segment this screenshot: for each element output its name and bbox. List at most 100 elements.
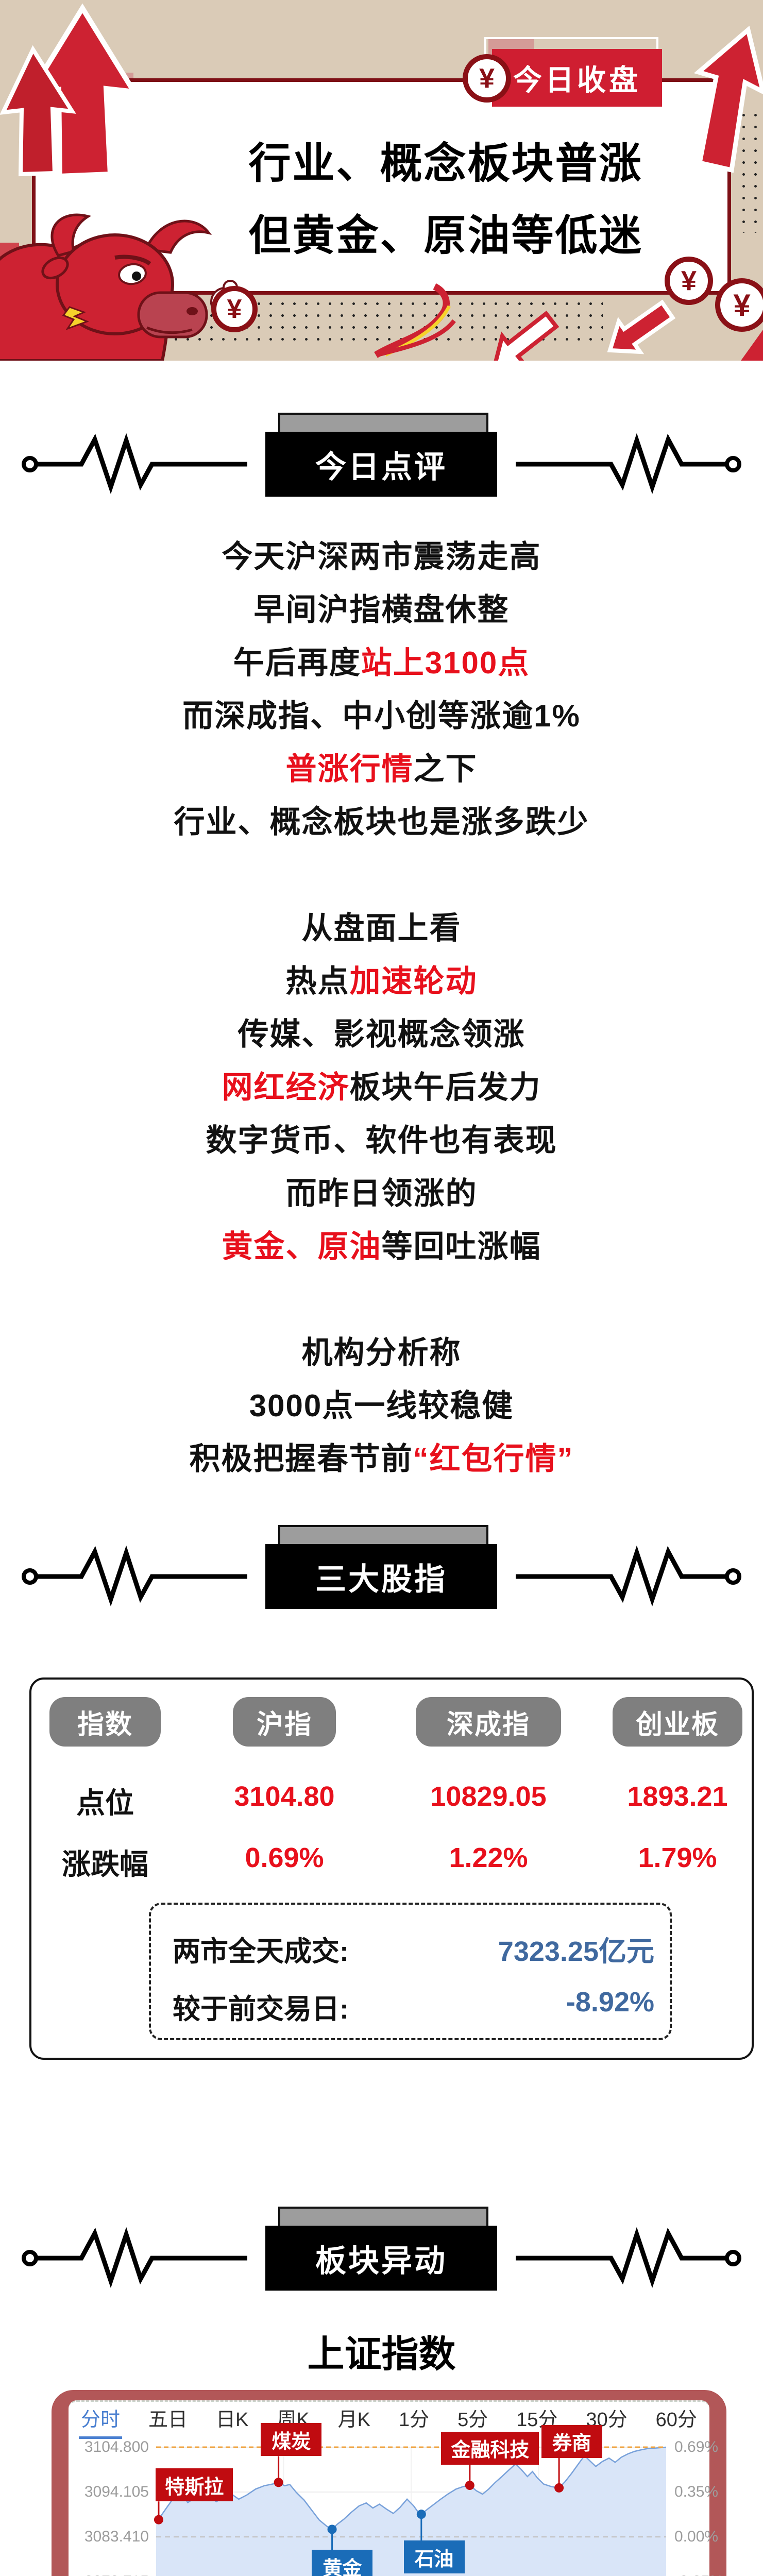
commentary-text-segment: 板块午后发力 xyxy=(349,1070,541,1105)
commentary-text-segment: 黄金、原油 xyxy=(222,1229,382,1264)
section-header-indexes: 三大股指 xyxy=(0,1512,763,1620)
sector-annotation-券商: 券商 xyxy=(541,2425,602,2458)
sector-annotation-煤炭: 煤炭 xyxy=(261,2423,322,2456)
tab-分时[interactable]: 分时 xyxy=(79,2403,123,2439)
commentary-text-segment: 而昨日领涨的 xyxy=(285,1176,478,1211)
column-header: 创业板 xyxy=(613,1697,742,1747)
commentary-text-segment: 站上3100点 xyxy=(361,646,530,680)
commentary-line: 热点 加速轮动 xyxy=(0,952,763,1005)
commentary-line: 午后再度 站上3100点 xyxy=(0,634,763,687)
commentary-lines: 今天沪深两市震荡走高 早间沪指横盘休整 午后再度 站上3100点 而深成指、中小创等涨逾… xyxy=(0,528,763,1483)
yen-coin-icon: ¥ xyxy=(463,54,511,103)
commentary-line: 数字货币、软件也有表现 xyxy=(0,1111,763,1164)
commentary-text-segment: 加速轮动 xyxy=(349,964,478,998)
bull-illustration xyxy=(0,213,248,361)
header-title: 三大股指 xyxy=(265,1544,497,1609)
sector-annotation-黄金: 黄金 xyxy=(312,2550,373,2576)
turnover-label: 两市全天成交: xyxy=(173,1936,349,1967)
tab-日K[interactable]: 日K xyxy=(215,2409,249,2431)
index-value: 0.69% xyxy=(245,1842,324,1873)
section-header-sector: 板块异动 xyxy=(0,2193,763,2301)
commentary-text-segment: 午后再度 xyxy=(233,646,361,680)
header-title: 今日点评 xyxy=(265,432,497,497)
y-axis-right: 0.69%0.35%0.00%-0.35%-0.69% xyxy=(674,2439,723,2576)
commentary-text-segment: 今天沪深两市震荡走高 xyxy=(222,539,541,574)
y-tick-label: 0.69% xyxy=(674,2438,719,2455)
commentary-line: 传媒、影视概念领涨 xyxy=(0,1005,763,1058)
row-label: 点位 xyxy=(76,1787,134,1819)
closing-badge: 今日收盘 xyxy=(492,49,662,107)
column-header: 深成指 xyxy=(416,1697,561,1747)
commentary-line: 积极把握春节前 “红包行情” xyxy=(0,1430,763,1483)
chart-title-shanghai: 上证指数 xyxy=(307,2334,456,2375)
commentary-line: 从盘面上看 xyxy=(0,899,763,952)
tab-1分[interactable]: 1分 xyxy=(398,2409,430,2431)
wire-zigzag-icon xyxy=(516,2227,741,2289)
line-gap xyxy=(0,1270,763,1324)
tab-60分[interactable]: 60分 xyxy=(655,2409,697,2431)
commentary-text-segment: 3000点一线较稳健 xyxy=(249,1388,514,1423)
commentary-text-segment: 数字货币、软件也有表现 xyxy=(206,1123,557,1158)
commentary-text-segment: 行业、概念板块也是涨多跌少 xyxy=(174,805,589,839)
wire-zigzag-icon xyxy=(22,2227,247,2289)
commentary-line: 而深成指、中小创等涨逾1% xyxy=(0,687,763,740)
yen-coin-icon: ¥ xyxy=(715,278,763,332)
line-gap xyxy=(0,846,763,899)
sector-annotation-石油: 石油 xyxy=(403,2540,465,2574)
commentary-line: 黄金、原油 等回吐涨幅 xyxy=(0,1217,763,1270)
section-header-commentary: 今日点评 xyxy=(0,399,763,507)
sector-annotation-金融科技: 金融科技 xyxy=(441,2431,539,2465)
y-tick-label: 3094.105 xyxy=(84,2483,149,2500)
tab-五日[interactable]: 五日 xyxy=(148,2409,188,2431)
commentary-line: 而昨日领涨的 xyxy=(0,1164,763,1217)
y-tick-label: -0.35% xyxy=(674,2573,723,2576)
index-value: 10829.05 xyxy=(430,1781,547,1812)
commentary-text-segment: 网红经济 xyxy=(222,1070,350,1105)
tab-月K[interactable]: 月K xyxy=(337,2409,370,2431)
commentary-text-segment: 热点 xyxy=(285,964,350,998)
commentary-text-segment: 普涨行情 xyxy=(285,752,414,786)
y-tick-label: 0.00% xyxy=(674,2528,719,2545)
commentary-text-segment: 而深成指、中小创等涨逾1% xyxy=(182,699,581,733)
column-header: 指数 xyxy=(49,1697,161,1747)
up-arrow-icon xyxy=(741,330,763,361)
vs-prev-label: 较于前交易日: xyxy=(173,1994,349,2025)
y-tick-label: 3083.410 xyxy=(84,2528,149,2545)
index-value: 1893.21 xyxy=(627,1781,728,1812)
hero-title-line2: 但黄金、原油等低迷 xyxy=(248,212,643,259)
vs-prev-value: -8.92% xyxy=(566,1987,654,2018)
commentary-text-segment: “红包行情” xyxy=(413,1442,574,1476)
commentary-text-segment: 积极把握春节前 xyxy=(189,1442,413,1476)
hero-banner: ¥ ¥ ¥ 今日收盘 ¥ 行业、概念板块普涨 但黄金、原油等低迷 xyxy=(0,0,763,361)
tab-5分[interactable]: 5分 xyxy=(457,2409,488,2431)
y-tick-label: 3072.715 xyxy=(69,2573,149,2576)
chart-tabs: 分时 五日 日K 周K 月K 1分 5分 15分 30分 60分 xyxy=(69,2403,709,2439)
up-arrow-icon xyxy=(607,299,676,354)
commentary-line: 普涨行情 之下 xyxy=(0,740,763,793)
commentary-line: 行业、概念板块也是涨多跌少 xyxy=(0,793,763,846)
turnover-box xyxy=(149,1903,672,2040)
sector-annotation-特斯拉: 特斯拉 xyxy=(156,2468,233,2502)
hero-title-line1: 行业、概念板块普涨 xyxy=(248,140,643,187)
commentary-line: 机构分析称 xyxy=(0,1324,763,1377)
chart-panel: 分时 五日 日K 周K 月K 1分 5分 15分 30分 60分 3104.800 3094.105… xyxy=(69,2400,723,2576)
wire-zigzag-icon xyxy=(22,1546,247,1607)
wire-zigzag-icon xyxy=(516,433,741,495)
yen-coin-icon: ¥ xyxy=(665,257,713,305)
turnover-value: 7323.25亿元 xyxy=(498,1936,654,1967)
yen-coin-icon: ¥ xyxy=(211,286,258,332)
plot-area: 特斯拉 煤炭黄金 石油 金融科技 券商 xyxy=(154,2423,667,2576)
active-tab-underline xyxy=(79,2436,123,2439)
commentary-text-segment: 机构分析称 xyxy=(301,1335,462,1370)
shanghai-index-chart: 分时 五日 日K 周K 月K 1分 5分 15分 30分 60分 3104.800 3094.105… xyxy=(52,2390,726,2576)
row-label: 涨跌幅 xyxy=(62,1848,148,1880)
commentary-text-segment: 等回吐涨幅 xyxy=(381,1229,541,1264)
commentary-text-segment: 从盘面上看 xyxy=(301,911,462,945)
index-value: 1.22% xyxy=(449,1842,528,1873)
column-header: 沪指 xyxy=(233,1697,336,1747)
price-line-chart xyxy=(154,2446,667,2576)
index-value: 1.79% xyxy=(638,1842,717,1873)
header-title: 板块异动 xyxy=(265,2226,497,2291)
